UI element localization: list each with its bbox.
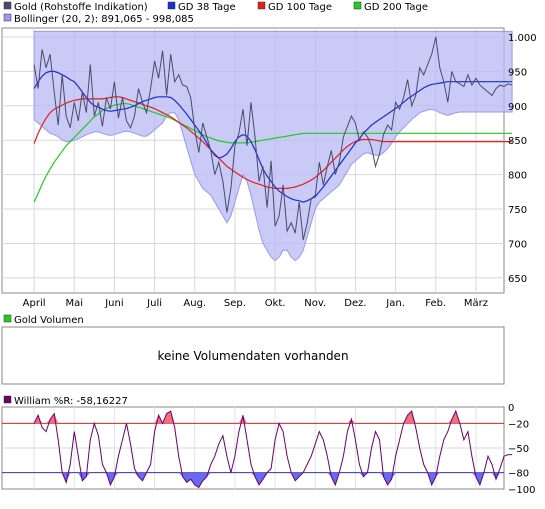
- legend-label-volume: Gold Volumen: [14, 315, 84, 326]
- legend-swatch-gold: [3, 1, 12, 10]
- price-y-tick-label: 950: [508, 67, 527, 78]
- legend-swatch-gd38: [167, 1, 176, 10]
- legend-label-gd200: GD 200 Tage: [364, 2, 428, 13]
- williams-y-axis: 0 −20 −50 −80 −100: [508, 403, 535, 496]
- williams-line: [33, 409, 513, 489]
- price-y-tick-label: 1.000: [508, 33, 537, 44]
- price-y-axis: 650 700 750 800 850 900 950 1.000: [508, 33, 537, 285]
- legend-swatch-gd200: [353, 1, 362, 10]
- gd38-line: [33, 70, 513, 203]
- price-y-tick-label: 700: [508, 239, 527, 250]
- price-x-tick-label: Nov.: [304, 298, 326, 309]
- price-x-tick-label: Mai: [65, 298, 83, 309]
- price-x-tick-label: Juni: [104, 298, 123, 309]
- price-x-tick-label: Dez.: [344, 298, 366, 309]
- price-x-tick-label: Juli: [146, 298, 162, 309]
- legend-label-gd100: GD 100 Tage: [268, 2, 332, 13]
- price-x-tick-label: Okt.: [265, 298, 286, 309]
- price-y-tick-label: 650: [508, 274, 527, 285]
- main-legend: Gold (Rohstoffe Indikation) GD 38 Tage G…: [3, 1, 428, 25]
- volume-empty-message: keine Volumendaten vorhanden: [157, 349, 348, 363]
- price-x-tick-label: April: [23, 298, 46, 309]
- williams-y-tick-label: 0: [508, 403, 514, 414]
- price-x-tick-label: Aug.: [183, 298, 206, 309]
- price-x-axis: April Mai Juni Juli Aug. Sep. Okt. Nov. Dez. Jan.…: [23, 298, 488, 309]
- price-y-tick-label: 900: [508, 102, 527, 113]
- price-x-tick-label: März: [464, 298, 488, 309]
- williams-panel: William %R: -58,16227 0 −20 −50 −80 −100: [1, 395, 535, 496]
- volume-panel-frame: [1, 326, 505, 385]
- price-y-tick-label: 850: [508, 136, 527, 147]
- legend-swatch-bollinger: [3, 13, 12, 22]
- legend-label-gold: Gold (Rohstoffe Indikation): [14, 2, 148, 13]
- volume-panel: Gold Volumen keine Volumendaten vorhande…: [1, 314, 505, 385]
- gold-price-line: [33, 36, 513, 241]
- price-x-tick-label: Jan.: [385, 298, 405, 309]
- williams-y-tick-label: −100: [508, 485, 535, 496]
- price-panel: 650 700 750 800 850 900 950 1.000 April Mai Juni J…: [1, 27, 537, 309]
- price-y-tick-label: 800: [508, 171, 527, 182]
- price-y-tick-label: 750: [508, 205, 527, 216]
- gd200-line: [33, 103, 513, 203]
- bollinger-band: [33, 30, 513, 262]
- williams-y-tick-label: −80: [508, 469, 529, 480]
- legend-swatch-gd100: [257, 1, 266, 10]
- legend-swatch-williams: [3, 395, 12, 404]
- price-x-tick-label: Sep.: [224, 298, 246, 309]
- legend-label-bollinger: Bollinger (20, 2): 891,065 - 998,085: [14, 14, 194, 25]
- legend-label-gd38: GD 38 Tage: [178, 2, 236, 13]
- williams-y-tick-label: −50: [508, 444, 529, 455]
- williams-y-tick-label: −20: [508, 419, 529, 430]
- price-x-tick-label: Feb.: [425, 298, 446, 309]
- legend-label-williams: William %R: -58,16227: [14, 396, 128, 407]
- legend-swatch-volume: [3, 314, 12, 323]
